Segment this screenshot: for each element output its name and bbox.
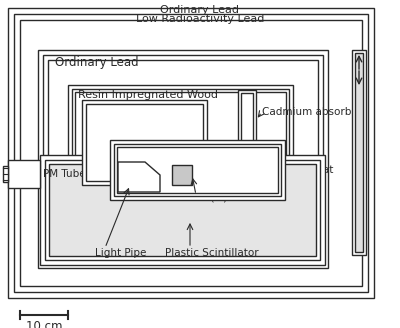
Polygon shape (118, 162, 160, 192)
Bar (48, 60, 318, 258)
Text: Ordinary Lead: Ordinary Lead (160, 5, 240, 15)
Bar (241, 93, 253, 172)
Bar (72, 89, 289, 201)
Text: Low Radioactivity Lead: Low Radioactivity Lead (136, 14, 264, 24)
Bar (45, 160, 320, 260)
Text: Resin Impregnated Wood: Resin Impregnated Wood (78, 90, 218, 100)
Bar (14, 14, 368, 292)
Text: Cryostat: Cryostat (289, 165, 333, 175)
Bar (8, 160, 40, 188)
Bar (68, 85, 293, 205)
Text: Cadmium absorber: Cadmium absorber (262, 107, 362, 117)
Bar (355, 53, 363, 252)
Bar (82, 100, 207, 185)
Bar (172, 165, 192, 185)
Text: Ordinary Lead: Ordinary Lead (55, 56, 139, 69)
Bar (8, 8, 374, 298)
Bar (117, 147, 278, 193)
Bar (38, 50, 328, 268)
Bar (75, 92, 286, 198)
Bar (86, 104, 203, 181)
Text: Low Radioactivity
Lead: Low Radioactivity Lead (88, 106, 174, 128)
Bar (238, 90, 256, 175)
Bar (20, 20, 362, 286)
Bar (242, 150, 252, 168)
Text: Plastic Scintillator: Plastic Scintillator (165, 248, 259, 258)
Text: PM Tube: PM Tube (43, 169, 86, 179)
Text: 10 cm: 10 cm (26, 320, 62, 328)
Bar (49, 164, 316, 256)
Bar (114, 144, 281, 196)
Bar (3, 166, 8, 182)
Bar (352, 50, 366, 255)
Text: Light Pipe: Light Pipe (95, 248, 146, 258)
Bar (40, 155, 325, 265)
Bar (110, 140, 285, 200)
Bar (43, 55, 323, 263)
Text: Ge(Li): Ge(Li) (196, 193, 227, 203)
